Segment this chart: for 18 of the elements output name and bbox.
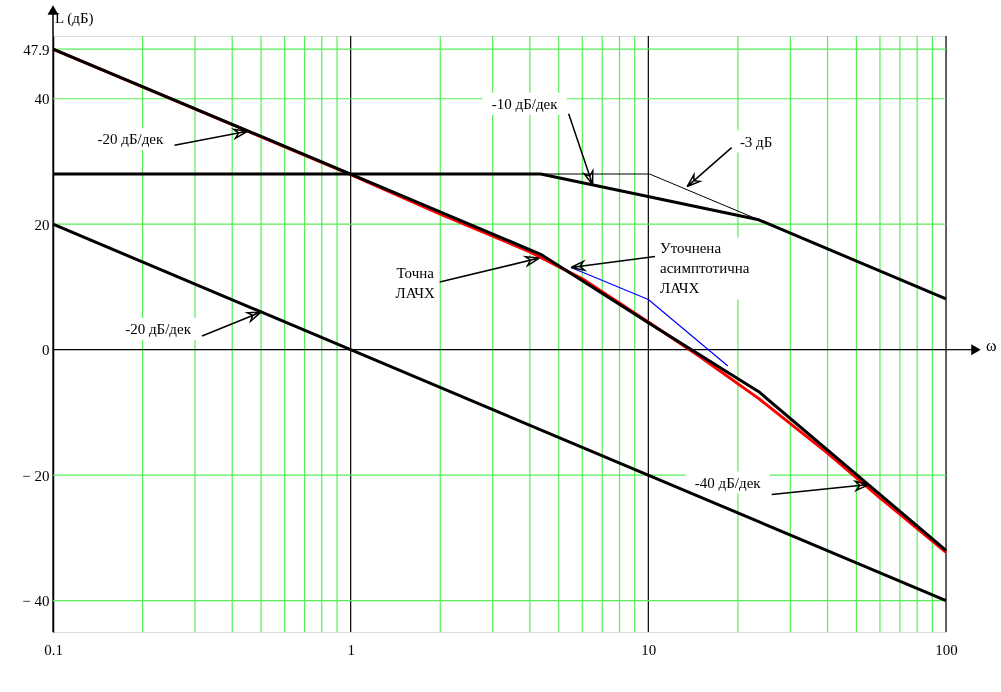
- x-tick-label: 10: [641, 641, 657, 658]
- x-tick-label: 0.1: [44, 641, 63, 658]
- annotation: -10 дБ/дек: [491, 95, 559, 112]
- annotation: Точна ЛАЧХ: [395, 265, 436, 302]
- annotation: -20 дБ/дек: [97, 131, 165, 148]
- y-tick-label: − 20: [22, 467, 50, 484]
- y-tick-label: 20: [34, 216, 50, 233]
- y-tick-label: − 40: [22, 593, 50, 610]
- x-tick-label: 1: [347, 641, 355, 658]
- annotation: -40 дБ/дек: [694, 474, 762, 491]
- y-tick-label: 47.9: [23, 41, 50, 58]
- x-tick-label: 100: [935, 641, 958, 658]
- annotation: -20 дБ/дек: [125, 321, 192, 338]
- annotation: Уточнена асимптотична ЛАЧХ: [660, 240, 750, 297]
- x-axis-title: ω: [986, 336, 997, 354]
- y-tick-label: 0: [42, 342, 50, 359]
- annotation: -3 дБ: [739, 133, 773, 150]
- y-tick-label: 40: [34, 91, 50, 108]
